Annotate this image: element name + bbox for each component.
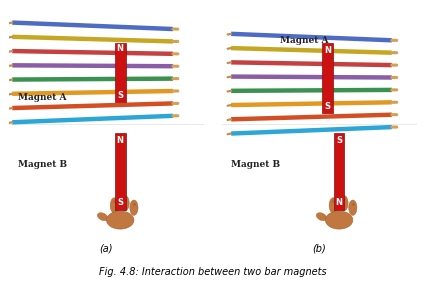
- Text: S: S: [336, 136, 342, 145]
- Text: (b): (b): [313, 244, 326, 253]
- Ellipse shape: [316, 213, 327, 221]
- Text: Magnet A: Magnet A: [18, 93, 67, 102]
- Text: N: N: [324, 46, 331, 55]
- Bar: [115, 43, 126, 102]
- Text: N: N: [117, 45, 124, 53]
- Text: N: N: [117, 136, 124, 145]
- Ellipse shape: [110, 198, 118, 213]
- Text: Magnet B: Magnet B: [18, 160, 67, 169]
- Ellipse shape: [340, 195, 348, 211]
- Ellipse shape: [349, 200, 357, 215]
- Text: Magnet A: Magnet A: [280, 36, 329, 45]
- Ellipse shape: [325, 211, 353, 229]
- Bar: [334, 133, 345, 210]
- Text: S: S: [117, 198, 123, 207]
- Ellipse shape: [130, 200, 138, 215]
- Text: (a): (a): [100, 244, 113, 253]
- Bar: [115, 133, 126, 210]
- Ellipse shape: [121, 195, 129, 211]
- Ellipse shape: [98, 213, 108, 221]
- Bar: [322, 43, 333, 113]
- Ellipse shape: [329, 198, 337, 213]
- Text: S: S: [117, 91, 123, 100]
- Text: N: N: [336, 198, 343, 207]
- Text: S: S: [324, 101, 330, 110]
- Text: Fig. 4.8: Interaction between two bar magnets: Fig. 4.8: Interaction between two bar ma…: [99, 267, 327, 277]
- Text: Magnet B: Magnet B: [231, 160, 280, 169]
- Ellipse shape: [106, 211, 134, 229]
